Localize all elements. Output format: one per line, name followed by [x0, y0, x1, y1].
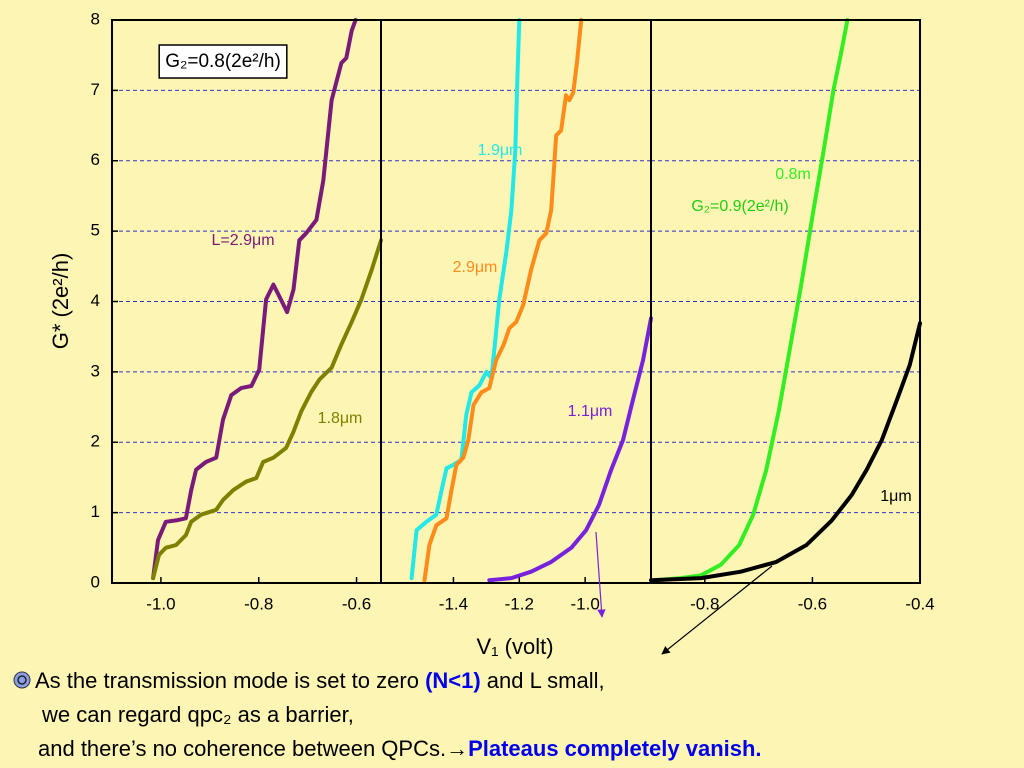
series-line — [422, 18, 584, 583]
note-text: and L small, — [480, 668, 605, 693]
x-axis-label: V₁ (volt) — [476, 634, 553, 659]
series-label: 1.9μm — [478, 142, 523, 159]
y-tick-label: 6 — [91, 150, 100, 169]
pointer-arrow — [661, 565, 773, 655]
series-line — [649, 321, 922, 583]
note-text: As the transmission mode is set to zero — [35, 668, 426, 693]
series-line — [151, 18, 358, 581]
series-label: 1μm — [880, 488, 911, 505]
series-line — [487, 316, 653, 583]
y-tick-label: 8 — [91, 9, 100, 28]
annotation-box — [158, 44, 288, 79]
y-tick-label: 3 — [91, 361, 100, 380]
x-tick-label: -0.8 — [690, 594, 719, 613]
note-text: and there’s no coherence between QPCs. — [38, 736, 447, 761]
series-label: L=2.9μm — [211, 232, 274, 249]
series-label: 2.9μm — [453, 259, 498, 276]
y-tick-label: 0 — [91, 572, 100, 591]
note-line: we can regard qpc₂ as a barrier, — [42, 702, 354, 728]
series-line — [151, 238, 383, 581]
x-tick-label: -0.4 — [905, 594, 934, 613]
y-tick-label: 1 — [91, 502, 100, 521]
annotation: G₂=0.9(2e²/h) — [691, 198, 788, 215]
annotation: G₂=0.8(2e²/h) — [165, 51, 281, 72]
chart: 0 1 2 3 4 5 6 7 8 -1.0 -0.8 -0.6 L=2.9μm 1.8μm G₂=0.8(… — [48, 9, 935, 659]
note-text: (N<1) — [425, 668, 481, 693]
series-line — [409, 18, 522, 581]
y-tick-label: 4 — [91, 291, 100, 310]
series-line — [653, 18, 850, 583]
x-tick-label: -1.0 — [570, 594, 599, 613]
note-text: we can regard qpc₂ as a barrier, — [42, 702, 354, 727]
x-tick-label: -1.4 — [439, 594, 468, 613]
x-tick-label: -1.0 — [146, 594, 175, 613]
series-label: 1.1μm — [568, 403, 613, 420]
y-tick-label: 7 — [91, 80, 100, 99]
y-tick-label: 2 — [91, 432, 100, 451]
y-tick-label: 5 — [91, 221, 100, 240]
bullet-icon — [13, 671, 31, 689]
note-text: → — [446, 736, 469, 761]
x-tick-label: -1.2 — [505, 594, 534, 613]
note-line: As the transmission mode is set to zero … — [35, 668, 605, 694]
series-label: 1.8μm — [318, 410, 363, 427]
plot-frame — [650, 19, 921, 584]
series-label: 0.8m — [775, 166, 811, 183]
y-axis-label: G* (2e²/h) — [48, 253, 73, 350]
note-text: Plateaus completely vanish. — [468, 736, 762, 761]
x-tick-label: -0.6 — [798, 594, 827, 613]
x-tick-label: -0.6 — [342, 594, 371, 613]
x-tick-label: -0.8 — [244, 594, 273, 613]
note-line: and there’s no coherence between QPCs.→P… — [38, 736, 762, 762]
pointer-arrow — [595, 531, 606, 618]
